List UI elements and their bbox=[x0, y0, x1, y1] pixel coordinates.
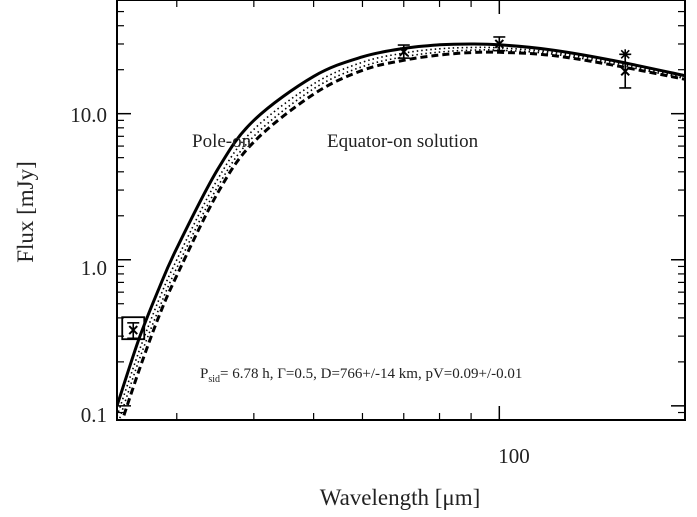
cross-stroke bbox=[399, 47, 409, 57]
parameters-p: P bbox=[200, 366, 208, 382]
model-curve-solid-0 bbox=[117, 42, 685, 407]
observation-cross-marker bbox=[128, 325, 138, 335]
y-tick-label-10.0: 10.0 bbox=[70, 103, 107, 127]
model-curve-dotted-1 bbox=[117, 46, 685, 417]
y-axis-label: Flux [mJy] bbox=[13, 161, 38, 263]
observation-cross-marker bbox=[494, 39, 505, 49]
x-tick-label-100: 100 bbox=[498, 444, 530, 468]
equator-on-label: Equator-on solution bbox=[327, 131, 479, 152]
observation-cross-marker bbox=[620, 66, 630, 77]
observation-box-marker bbox=[121, 316, 146, 341]
observation-points bbox=[121, 36, 632, 341]
y-tick-label-0.1: 0.1 bbox=[81, 403, 107, 427]
model-curves bbox=[117, 42, 685, 420]
pole-on-label: Pole-on bbox=[192, 131, 252, 152]
model-curve-dotted-2 bbox=[118, 49, 685, 420]
x-axis-label: Wavelength [μm] bbox=[320, 485, 481, 510]
cross-stroke bbox=[620, 66, 630, 77]
observation-star-marker bbox=[620, 49, 631, 60]
parameters-rest: = 6.78 h, Γ=0.5, D=766+/-14 km, pV=0.09+… bbox=[220, 366, 522, 382]
star-stroke bbox=[620, 49, 630, 59]
y-tick-label-1.0: 1.0 bbox=[81, 256, 107, 280]
parameters-annotation: Psid= 6.78 h, Γ=0.5, D=766+/-14 km, pV=0… bbox=[200, 366, 522, 385]
cross-stroke bbox=[128, 325, 138, 335]
cross-stroke bbox=[494, 39, 505, 49]
parameters-p-sub: sid bbox=[208, 374, 220, 385]
model-curve-dashed-3 bbox=[120, 50, 685, 420]
observation-cross-marker bbox=[399, 47, 409, 57]
plot-frame bbox=[116, 0, 686, 421]
